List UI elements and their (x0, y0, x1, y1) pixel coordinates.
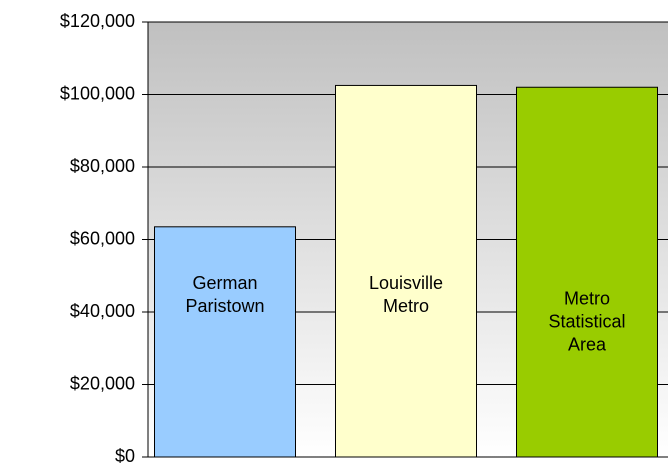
y-tick-label: $40,000 (70, 301, 135, 321)
bar (154, 226, 296, 458)
y-tick-label: $120,000 (60, 11, 135, 31)
bar (335, 84, 477, 458)
y-tick-label: $0 (115, 446, 135, 463)
bar (516, 86, 658, 458)
category-label: Metro Statistical Area (548, 288, 626, 355)
category-label: German Paristown (185, 273, 265, 316)
y-tick-label: $20,000 (70, 373, 135, 393)
y-tick-label: $80,000 (70, 156, 135, 176)
y-tick-label: $100,000 (60, 83, 135, 103)
y-tick-label: $60,000 (70, 228, 135, 248)
category-label: Louisville Metro (368, 273, 444, 316)
